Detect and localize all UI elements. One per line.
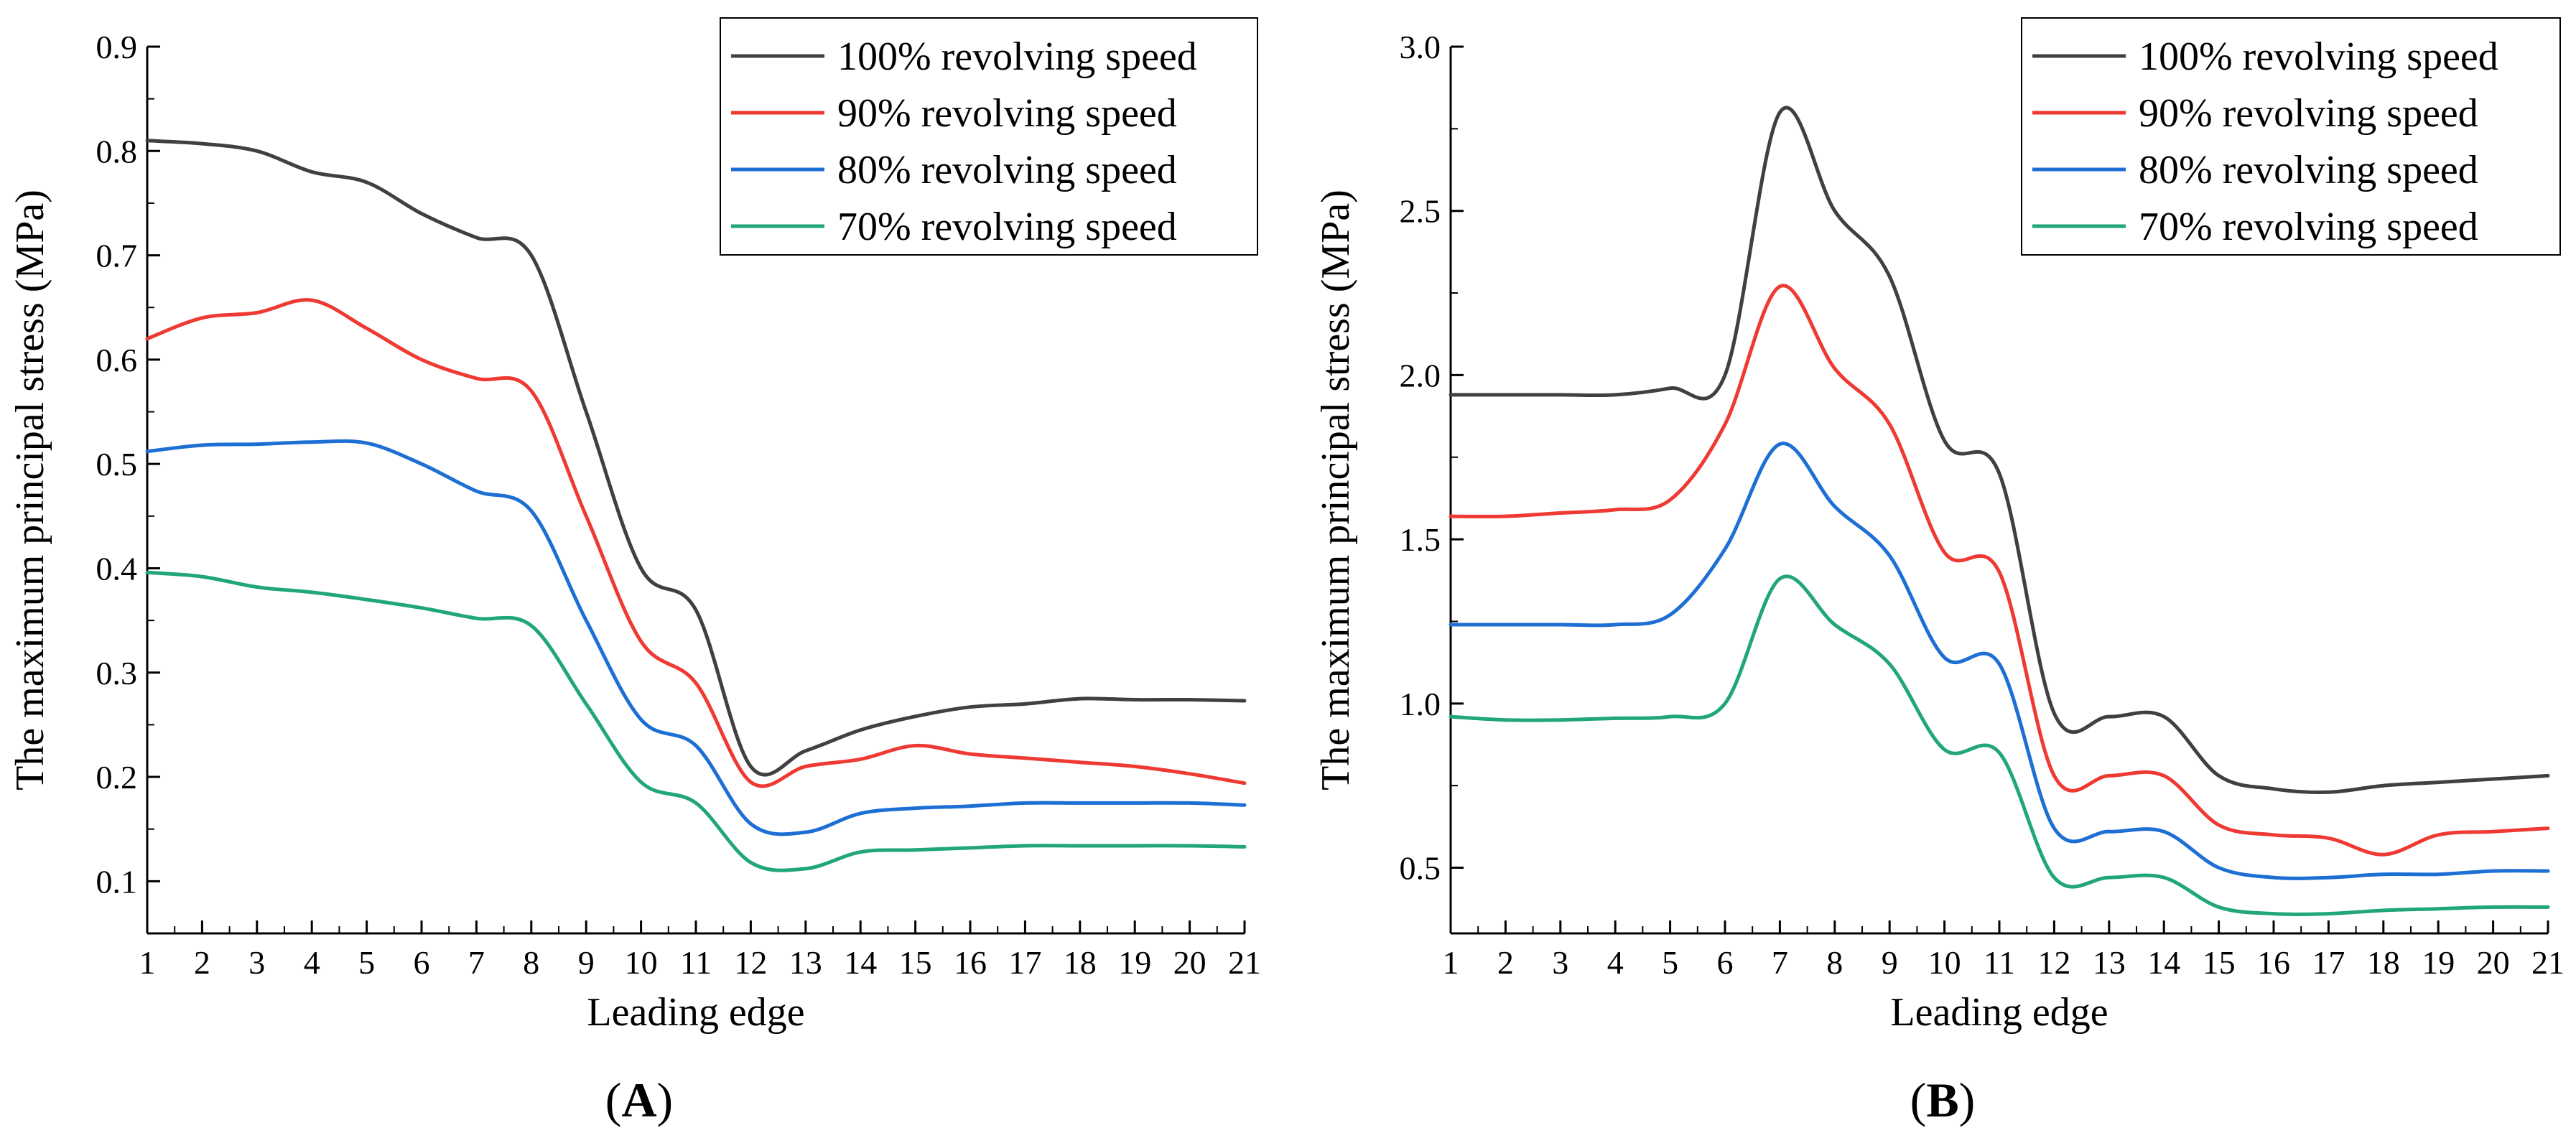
- x-tick-label: 21: [2531, 944, 2565, 981]
- y-tick-label: 0.5: [1400, 850, 1441, 887]
- x-tick-label: 19: [2422, 944, 2455, 981]
- y-tick-label: 3.0: [1400, 29, 1441, 65]
- x-tick-label: 12: [734, 944, 767, 981]
- x-tick-label: 11: [1984, 944, 2015, 981]
- y-tick-label: 0.6: [96, 342, 138, 378]
- x-tick-label: 2: [1497, 944, 1514, 981]
- x-tick-label: 6: [414, 944, 430, 981]
- x-tick-label: 14: [844, 944, 877, 981]
- x-tick-label: 19: [1118, 944, 1151, 981]
- x-tick-label: 15: [899, 944, 932, 981]
- x-tick-label: 3: [1552, 944, 1568, 981]
- x-tick-label: 3: [248, 944, 265, 981]
- legend: 100% revolving speed 90% revolving speed 8…: [2021, 17, 2561, 256]
- series-line-1: [145, 139, 1247, 777]
- y-axis-title: The maximum principal stress (MPa): [8, 190, 52, 791]
- y-tick-label: 2.0: [1400, 357, 1441, 393]
- legend-label: 80% revolving speed: [2139, 148, 2478, 192]
- x-tick-label: 7: [1772, 944, 1788, 981]
- y-tick-label: 0.5: [96, 446, 138, 482]
- x-tick-label: 1: [1443, 944, 1459, 981]
- x-tick-label: 7: [468, 944, 485, 981]
- y-tick-label: 0.9: [96, 29, 138, 65]
- x-tick-label: 13: [789, 944, 822, 981]
- y-tick-label: 0.2: [96, 759, 138, 796]
- legend: 100% revolving speed 90% revolving speed 8…: [720, 17, 1258, 256]
- panel-label: (A): [605, 1073, 673, 1127]
- y-tick-label: 0.1: [96, 863, 138, 900]
- y-tick-label: 1.0: [1400, 686, 1441, 722]
- x-tick-label: 18: [1064, 944, 1097, 981]
- legend-label: 90% revolving speed: [837, 91, 1177, 136]
- x-tick-label: 10: [625, 944, 658, 981]
- y-tick-label: 0.3: [96, 655, 138, 691]
- chart-panel-b: 1 2 3 4 5 6 7 8 9 10 11 12 13 14 15 16 17 18 19 20 210.51.01…: [1313, 17, 2565, 1127]
- y-tick-label: 0.8: [96, 133, 138, 169]
- x-tick-label: 1: [139, 944, 156, 981]
- y-tick-label: 0.4: [96, 550, 138, 587]
- x-tick-label: 16: [2257, 944, 2290, 981]
- x-axis-title: Leading edge: [1890, 990, 2108, 1035]
- x-tick-label: 4: [1607, 944, 1624, 981]
- x-tick-label: 13: [2093, 944, 2126, 981]
- legend-label: 90% revolving speed: [2139, 91, 2478, 136]
- legend-label: 70% revolving speed: [837, 205, 1177, 249]
- chart-panel-a: 1 2 3 4 5 6 7 8 9 10 11 12 13 14 15 16 17 18 19 20 210.10.20…: [8, 17, 1261, 1127]
- x-tick-label: 12: [2037, 944, 2070, 981]
- x-tick-label: 21: [1228, 944, 1261, 981]
- y-tick-label: 0.7: [96, 238, 138, 274]
- x-tick-label: 5: [358, 944, 375, 981]
- x-tick-label: 16: [954, 944, 987, 981]
- x-tick-label: 6: [1717, 944, 1734, 981]
- x-tick-label: 17: [1008, 944, 1041, 981]
- legend-label: 100% revolving speed: [2139, 34, 2498, 79]
- legend-label: 80% revolving speed: [837, 148, 1177, 192]
- x-tick-label: 15: [2203, 944, 2236, 981]
- series-line-2: [145, 298, 1247, 788]
- series-line-4: [145, 570, 1247, 872]
- x-tick-label: 8: [523, 944, 539, 981]
- series-line-3: [1449, 442, 2550, 880]
- x-tick-label: 8: [1826, 944, 1843, 981]
- x-tick-label: 10: [1928, 944, 1961, 981]
- x-tick-label: 20: [1173, 944, 1206, 981]
- x-tick-label: 9: [578, 944, 595, 981]
- x-axis-title: Leading edge: [587, 990, 804, 1035]
- y-tick-label: 2.5: [1400, 193, 1441, 230]
- x-tick-label: 11: [680, 944, 712, 981]
- series-line-2: [1449, 284, 2550, 857]
- series-line-1: [1449, 106, 2550, 794]
- y-axis-title: The maximum principal stress (MPa): [1313, 190, 1358, 791]
- panel-label: (B): [1910, 1073, 1976, 1127]
- x-tick-label: 5: [1662, 944, 1678, 981]
- legend-label: 70% revolving speed: [2139, 205, 2478, 249]
- x-tick-label: 17: [2312, 944, 2345, 981]
- x-tick-label: 20: [2477, 944, 2510, 981]
- x-tick-label: 4: [304, 944, 320, 981]
- x-tick-label: 14: [2147, 944, 2180, 981]
- x-tick-label: 2: [194, 944, 210, 981]
- series-line-4: [1449, 574, 2550, 916]
- series-line-3: [145, 439, 1247, 836]
- legend-label: 100% revolving speed: [837, 34, 1197, 79]
- x-tick-label: 18: [2367, 944, 2400, 981]
- y-tick-label: 1.5: [1400, 521, 1441, 558]
- x-tick-label: 9: [1882, 944, 1898, 981]
